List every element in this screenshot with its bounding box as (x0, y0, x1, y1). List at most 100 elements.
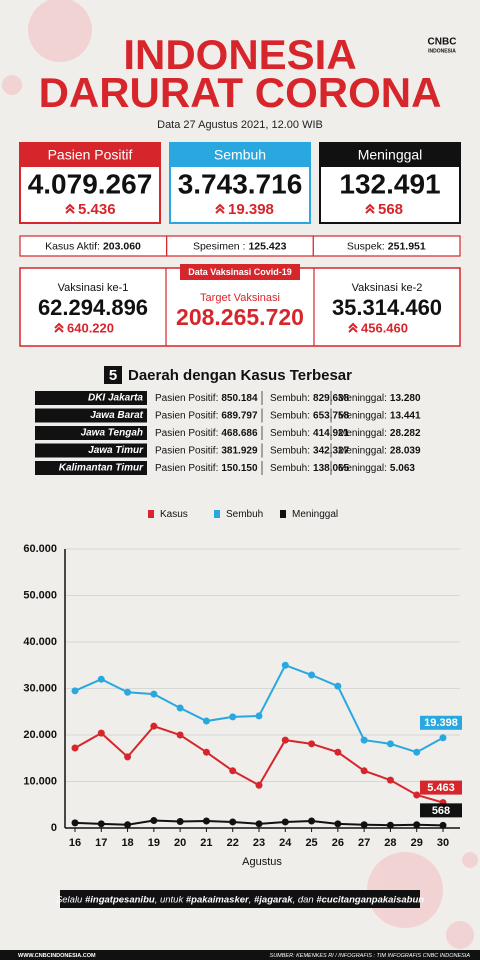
info-value: 203.060 (103, 240, 141, 252)
vaccine-box (19, 267, 461, 347)
region-label: Meninggal: (338, 410, 387, 421)
region-value: 5.063 (390, 463, 415, 474)
region-value: 13.441 (390, 410, 421, 421)
region-cell: Pasien Positif: 150.150 (155, 463, 258, 474)
point (71, 744, 79, 752)
region-name: Jawa Tengah (81, 428, 143, 439)
region-cell: Meninggal: 28.039 (338, 445, 421, 456)
region-label: Meninggal: (338, 463, 387, 474)
region-value: 150.150 (221, 463, 258, 474)
message-part: #pakaimasker (186, 894, 250, 905)
region-name-bg (35, 408, 147, 423)
x-tick-label: 19 (148, 837, 160, 849)
message-part: , dan (293, 894, 317, 905)
up-icon (215, 203, 225, 214)
info-text: Suspek: 251.951 (347, 240, 426, 252)
value-label: 568 (432, 805, 450, 817)
region-label: Sembuh: (270, 428, 310, 439)
info-value: 251.951 (388, 240, 426, 252)
region-name: Kalimantan Timur (59, 463, 144, 474)
value-label: 5.463 (427, 782, 455, 794)
region-cell: Pasien Positif: 850.184 (155, 393, 258, 404)
region-name-bg (35, 391, 147, 405)
point (386, 740, 394, 748)
y-tick-label: 30.000 (23, 682, 57, 694)
bottom-bar (0, 950, 480, 960)
vaccine-value: 35.314.460 (332, 295, 442, 320)
info-value: 125.423 (248, 240, 286, 252)
point (360, 821, 368, 829)
point (229, 767, 237, 775)
x-axis-label: Agustus (242, 856, 282, 868)
up-icon (365, 203, 375, 214)
vaccine-value: 208.265.720 (176, 304, 304, 330)
x-tick-label: 26 (332, 837, 344, 849)
point (360, 767, 368, 775)
region-value: 28.282 (390, 428, 421, 439)
region-cell: Meninggal: 28.282 (338, 428, 421, 439)
region-value: 13.280 (390, 393, 421, 404)
region-label: Sembuh: (270, 463, 310, 474)
point (124, 688, 132, 696)
point (334, 820, 342, 828)
x-tick-label: 20 (174, 837, 186, 849)
point (413, 821, 421, 829)
point (386, 821, 394, 829)
message-bg (60, 890, 420, 908)
message: Selalu #ingatpesanibu, untuk #pakaimaske… (56, 894, 424, 905)
value-label-bg (420, 803, 462, 818)
point (386, 776, 394, 784)
region-label: Pasien Positif: (155, 410, 218, 421)
y-tick-label: 10.000 (23, 775, 57, 787)
region-cell: Pasien Positif: 468.686 (155, 428, 258, 439)
vaccine-label: Vaksinasi ke-2 (352, 282, 423, 294)
point (308, 817, 316, 825)
x-tick-label: 21 (200, 837, 212, 849)
region-label: Sembuh: (270, 410, 310, 421)
point (334, 748, 342, 756)
stat-header (20, 143, 160, 167)
point (308, 740, 316, 748)
info-label: Spesimen : (193, 240, 246, 252)
point (334, 682, 342, 690)
regions-title: Daerah dengan Kasus Terbesar (128, 367, 352, 384)
message-part: #cucitanganpakaisabun (316, 894, 424, 905)
stat-label: Meninggal (358, 147, 423, 163)
point (202, 817, 210, 825)
region-label: Pasien Positif: (155, 428, 218, 439)
point (413, 748, 421, 756)
legend-label: Sembuh (226, 509, 263, 520)
legend-swatch (214, 510, 220, 518)
region-name: DKI Jakarta (88, 393, 143, 404)
info-label: Kasus Aktif: (45, 240, 100, 252)
point (281, 736, 289, 744)
region-cell: Meninggal: 13.280 (338, 393, 421, 404)
point (97, 820, 105, 828)
point (308, 671, 316, 679)
title: DARURAT CORONA (39, 69, 442, 116)
point (255, 712, 263, 720)
point (439, 821, 447, 829)
website: WWW.CNBCINDONESIA.COM (18, 953, 96, 959)
stat-value: 3.743.716 (178, 168, 303, 199)
point (281, 818, 289, 826)
vaccine-label: Vaksinasi ke-1 (58, 282, 129, 294)
y-tick-label: 20.000 (23, 729, 57, 741)
y-tick-label: 0 (51, 822, 57, 834)
vaccine-label: Target Vaksinasi (200, 292, 280, 304)
vaccine-tag: Data Vaksinasi Covid-19 (188, 267, 292, 277)
region-label: Sembuh: (270, 445, 310, 456)
stat-header (320, 143, 460, 167)
regions-number: 5 (109, 367, 117, 384)
region-name: Jawa Timur (88, 445, 144, 456)
region-name-bg (35, 426, 147, 440)
message-part: Selalu (56, 894, 85, 905)
point (202, 717, 210, 725)
vaccine-value: 62.294.896 (38, 295, 148, 320)
vaccine-change: 456.460 (361, 320, 408, 335)
point (176, 817, 184, 825)
point (150, 817, 158, 825)
x-tick-label: 30 (437, 837, 449, 849)
source: SUMBER: KEMENKES RI / INFOGRAFIS : TIM I… (270, 953, 471, 959)
